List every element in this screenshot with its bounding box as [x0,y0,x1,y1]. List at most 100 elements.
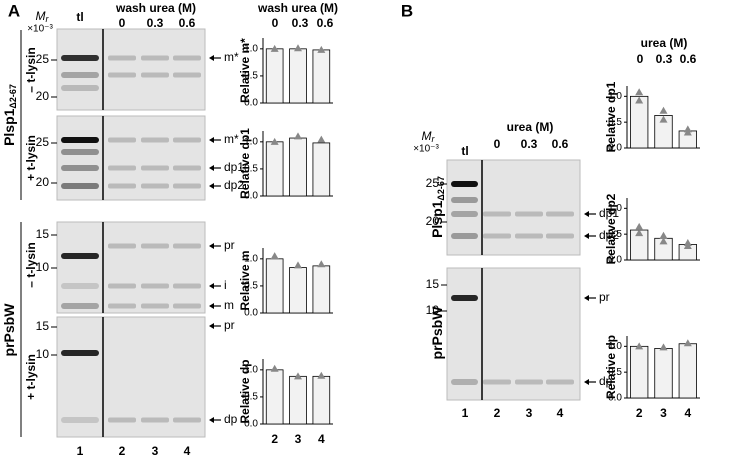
gel [56,28,206,111]
gel-band [173,303,201,309]
gel-band [173,417,201,423]
tl-band [61,253,99,259]
tl-band [61,350,99,356]
tl-band [451,295,478,301]
tl-band [61,137,99,143]
protein-label: prPsbW [1,303,17,357]
condition: 0 [119,16,126,30]
bar [265,48,284,104]
y-tick-label: 0.5 [244,281,258,292]
tl-band [61,303,99,309]
tl-band [61,55,99,61]
tl-band [61,72,99,78]
protein-name: prPsbW [1,303,17,357]
bar [289,48,307,104]
replicate-point [683,128,692,136]
bar [265,369,284,425]
protein-label: prPsbW [429,306,445,360]
y-axis-label: Relative dp [238,359,252,423]
arrow-head [584,211,589,217]
tl-band [451,233,478,239]
gel-band [483,211,511,217]
gel-band [141,303,169,309]
gel [446,267,581,401]
band-label: pr [599,290,610,304]
band-label: dp [599,374,613,388]
replicate-point [659,231,668,239]
tl-band [61,149,99,155]
gel-band [108,165,136,171]
bar [289,375,307,425]
arrow-head [209,417,214,423]
gel-band [173,183,201,189]
bar [678,343,697,399]
y-tick-label: 0.0 [244,191,258,202]
band-label: pr [224,238,235,252]
bar [312,49,331,104]
bar [630,95,649,149]
lane-number: 2 [494,406,501,420]
bar [312,375,331,425]
y-tick-label: 1.0 [608,91,622,102]
y-tick-label: 0.0 [608,143,622,154]
condition: 0.3 [147,16,164,30]
x-tick-label: 4 [684,406,691,420]
lane-number: 3 [152,444,159,458]
gel-band [108,243,136,249]
marker-label: 10 [36,260,50,274]
protein-subscript: Δ2-67 [8,84,18,108]
y-tick-label: 0.0 [608,393,622,404]
band-label: i [224,278,227,292]
tl-band [61,183,99,189]
tl-band [451,379,478,385]
tl-band [61,85,99,91]
marker-label: 15 [36,227,50,241]
y-tick-label: 1.0 [608,203,622,214]
lane-number: 3 [526,406,533,420]
replicate-point [635,229,644,237]
band-label: m* [224,132,239,146]
band-label: m [224,298,234,312]
arrow-head [209,55,214,61]
condition: 0 [272,16,279,30]
gel-band [546,211,574,217]
marker-label: 20 [36,175,50,189]
replicate-point [317,371,326,379]
gel [446,159,581,256]
protein-label: Plsp1Δ2-67 [1,84,19,146]
replicate-point [270,252,279,260]
condition: 0 [637,52,644,66]
condition: 0.6 [680,52,697,66]
gel-band [515,379,543,385]
marker-label: 10 [36,347,50,361]
condition: 0.3 [521,137,538,151]
gel-band [108,55,136,61]
arrow-head [209,323,214,329]
gel [56,221,206,314]
tl-label: tl [461,144,468,158]
lane-number: 1 [462,406,469,420]
tl-band [61,165,99,171]
y-tick-label: 0.0 [244,308,258,319]
tl-band [61,417,99,423]
y-tick-label: 0.0 [244,419,258,430]
gel-band [108,283,136,289]
y-tick-label: 1.0 [244,136,258,147]
band-label: dp1 [224,160,244,174]
replicate-point [635,342,644,350]
protein-name: prPsbW [429,306,445,360]
marker-label: 25 [426,176,440,190]
arrow-head [584,295,589,301]
arrow-head [209,283,214,289]
gel-band [515,211,543,217]
y-tick-label: 0.5 [244,71,258,82]
gel-band [108,417,136,423]
bar [289,267,307,314]
protein-name: Plsp1 [429,200,445,238]
bar [654,115,673,149]
replicate-point [635,222,644,230]
band-label: dp [224,412,238,426]
arrow-head [209,137,214,143]
y-tick-label: 1.0 [244,43,258,54]
y-tick-label: 0.0 [608,255,622,266]
